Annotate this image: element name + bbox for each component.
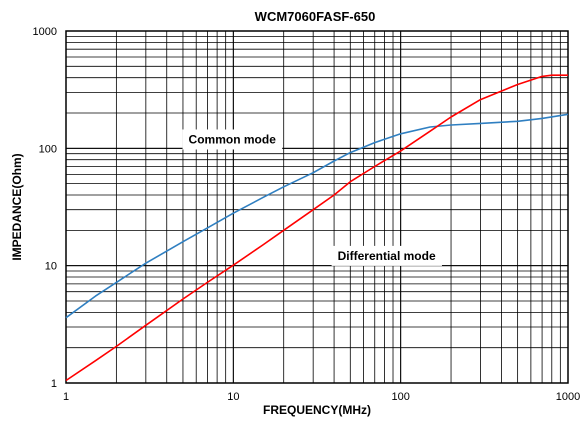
annotation-background: [182, 129, 283, 150]
series-line-2: [65, 74, 568, 382]
x-tick-label: 1: [63, 391, 69, 403]
x-tick-label: 100: [391, 391, 409, 403]
annotation-1: Common mode: [182, 129, 283, 150]
annotation-background: [331, 245, 442, 266]
y-tick-label: 10: [45, 261, 57, 273]
annotation-2: Differential mode: [331, 245, 442, 266]
series-lines: [65, 74, 569, 382]
y-axis-title: IMPEDANCE(Ohm): [10, 153, 24, 260]
plot-frame: [65, 30, 569, 384]
chart-title: WCM7060FASF-650: [255, 9, 376, 24]
x-tick-label: 1000: [556, 391, 580, 403]
grid-lines: [66, 31, 568, 383]
x-tick-label: 10: [227, 391, 239, 403]
annotation-label: Differential mode: [338, 249, 436, 263]
y-tick-label: 1000: [33, 26, 57, 38]
y-tick-label: 1: [51, 378, 57, 390]
y-tick-label: 100: [39, 143, 57, 155]
annotation-label: Common mode: [189, 132, 277, 146]
x-axis-title: FREQUENCY(MHz): [263, 403, 371, 417]
x-tick-labels: 1 10 100 1000: [63, 391, 580, 403]
series-line-1: [65, 113, 569, 319]
annotations: Common mode Differential mode: [182, 129, 442, 266]
y-tick-labels: 1 10 100 1000: [33, 26, 57, 390]
